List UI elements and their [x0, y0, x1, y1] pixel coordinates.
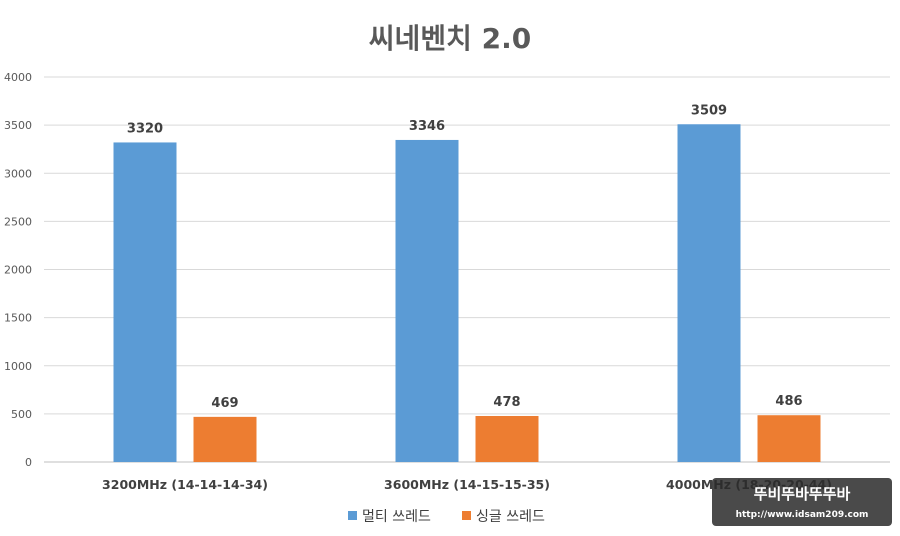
x-category-label: 3200MHz (14-14-14-34) — [102, 477, 268, 492]
bar — [395, 139, 459, 462]
gridlines — [44, 76, 890, 463]
data-label: 3320 — [127, 121, 163, 136]
watermark-background — [712, 478, 892, 526]
data-label: 3509 — [691, 103, 727, 118]
legend: 멀티 쓰레드 싱글 쓰레드 — [348, 509, 545, 525]
watermark-url-text: http://www.idsam209.com — [736, 510, 869, 520]
data-label: 478 — [493, 395, 520, 410]
y-tick-label: 2000 — [4, 264, 32, 277]
legend-swatch — [462, 511, 471, 520]
data-label: 469 — [211, 396, 238, 411]
y-tick-label: 4000 — [4, 71, 32, 84]
data-labels: 3320 469 3346 478 3509 486 — [127, 103, 803, 411]
y-tick-label: 1500 — [4, 312, 32, 325]
bar — [113, 142, 177, 462]
bar — [475, 415, 539, 462]
legend-label: 멀티 쓰레드 — [362, 509, 431, 525]
y-tick-label: 3500 — [4, 119, 32, 132]
legend-label: 싱글 쓰레드 — [476, 509, 545, 525]
watermark-logo-text: 뚜비뚜바뚜뚜바 — [754, 485, 851, 503]
bar — [757, 415, 821, 462]
chart-title: 씨네벤치 2.0 — [369, 22, 531, 55]
x-category-label: 3600MHz (14-15-15-35) — [384, 477, 550, 492]
bar — [193, 416, 257, 462]
y-axis-ticks: 0 500 1000 1500 2000 2500 3000 3500 4000 — [4, 71, 32, 469]
y-tick-label: 0 — [25, 456, 32, 469]
bar — [677, 124, 741, 462]
watermark-logo: 뚜비뚜바뚜뚜바 http://www.idsam209.com — [712, 478, 892, 526]
data-label: 3346 — [409, 119, 445, 134]
bars — [113, 124, 821, 462]
y-tick-label: 1000 — [4, 360, 32, 373]
y-tick-label: 2500 — [4, 215, 32, 228]
data-label: 486 — [775, 394, 802, 409]
legend-swatch — [348, 511, 357, 520]
y-tick-label: 500 — [11, 408, 32, 421]
y-tick-label: 3000 — [4, 167, 32, 180]
